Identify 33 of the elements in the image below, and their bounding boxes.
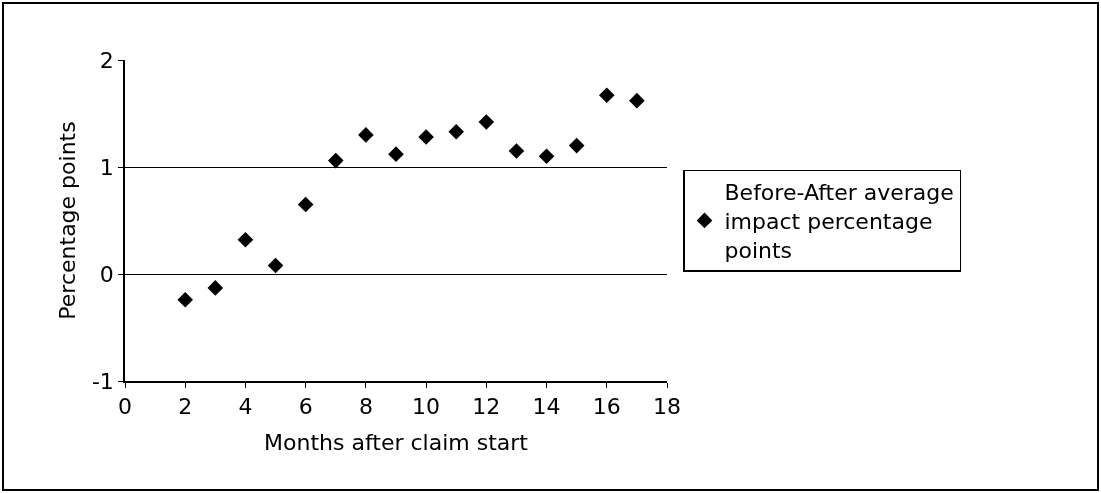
point (598, 87, 615, 104)
x-tick-label: 16 (592, 394, 621, 420)
point (538, 148, 555, 165)
x-axis-title: Months after claim start (264, 429, 529, 455)
point (478, 114, 495, 130)
x-tick-label: 12 (472, 394, 501, 420)
y-tick-label: 1 (99, 154, 114, 180)
x-tick-label: 14 (532, 394, 561, 420)
y-axis-title: Percentage points (55, 121, 81, 320)
point (508, 143, 525, 159)
point (297, 196, 314, 213)
point (358, 127, 374, 143)
point (267, 257, 284, 274)
point (327, 152, 344, 169)
point (388, 146, 404, 162)
x-tick-label: 4 (238, 394, 253, 420)
x-tick-label: 6 (298, 394, 313, 420)
point (207, 280, 224, 296)
x-tick-label: 8 (358, 394, 373, 420)
y-tick-label: 0 (99, 261, 114, 287)
x-tick-label: 10 (412, 394, 441, 420)
point (448, 123, 465, 140)
point (237, 231, 254, 248)
point (568, 137, 585, 154)
point (418, 129, 434, 145)
x-tick-label: 2 (178, 394, 193, 420)
y-tick-label: 2 (99, 47, 114, 73)
x-tick-label: 0 (118, 394, 132, 420)
y-tick-label: -1 (91, 368, 114, 394)
x-tick-label: 18 (653, 394, 681, 420)
legend-label: Before-After average impact percentage points (724, 180, 954, 263)
point (629, 92, 645, 109)
point (177, 291, 194, 308)
